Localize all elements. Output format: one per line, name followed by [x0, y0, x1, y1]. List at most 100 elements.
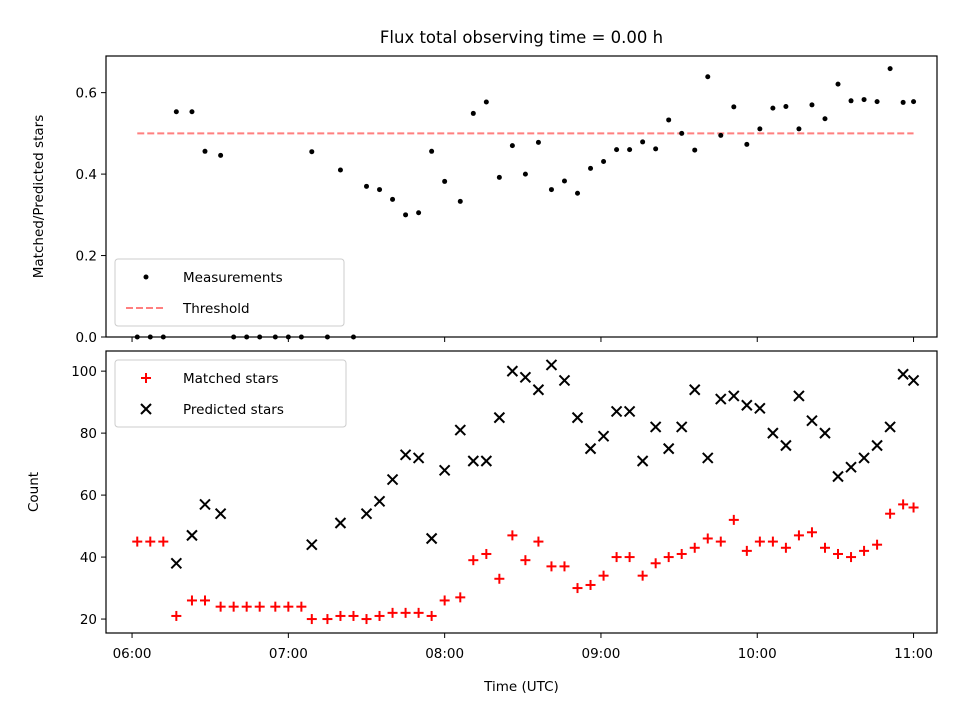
measurement-point — [535, 139, 541, 145]
measurement-point — [627, 147, 633, 153]
measurement-point — [770, 105, 776, 111]
measurement-point — [911, 99, 917, 105]
x-stroke-b — [715, 393, 727, 405]
predicted-star-point — [715, 393, 727, 405]
x-stroke-b — [532, 384, 545, 396]
matched-star-point — [676, 548, 687, 559]
measurement-point — [377, 187, 383, 193]
predicted-star-point — [793, 390, 805, 402]
matched-star-point — [507, 530, 518, 541]
matched-star-point — [132, 536, 143, 547]
predicted-star-point — [438, 464, 451, 477]
x-stroke-b — [214, 507, 227, 520]
predicted-star-point — [467, 455, 480, 467]
measurement-point — [575, 190, 581, 196]
x-stroke-b — [558, 374, 571, 387]
measurement-point — [496, 174, 502, 180]
x-stroke-b — [306, 538, 318, 551]
measurement-point — [561, 178, 567, 184]
measurement-point — [218, 152, 224, 158]
matched-star-point — [413, 607, 424, 618]
predicted-star-point — [425, 532, 438, 545]
predicted-star-point — [806, 415, 818, 427]
x-stroke-b — [767, 427, 779, 439]
matched-star-point — [520, 555, 531, 566]
measurement-point — [783, 103, 789, 109]
x-stroke-b — [636, 455, 649, 467]
legend-label: Measurements — [183, 270, 283, 286]
bottom-y-axis-label: Count — [26, 472, 42, 512]
measurement-point — [887, 66, 893, 72]
x-tick-label: 06:00 — [113, 646, 152, 662]
matched-star-point — [241, 601, 252, 612]
predicted-star-point — [360, 507, 373, 520]
x-stroke-b — [689, 384, 701, 396]
measurement-point — [522, 171, 528, 177]
x-stroke-b — [360, 507, 373, 520]
matched-star-point — [859, 545, 870, 556]
x-stroke-b — [334, 517, 347, 529]
matched-star-point — [885, 508, 896, 519]
predicted-star-point — [767, 427, 779, 439]
x-stroke-b — [597, 430, 610, 442]
measurement-point — [364, 183, 370, 189]
top-y-axis-label: Matched/Predicted stars — [31, 115, 47, 278]
predicted-star-point — [702, 452, 714, 464]
predicted-star-point — [199, 498, 211, 511]
predicted-star-point — [871, 439, 883, 452]
x-stroke-b — [819, 427, 831, 439]
x-axis-label: Time (UTC) — [483, 679, 559, 695]
measurement-point — [309, 149, 315, 155]
x-tick-label: 10:00 — [738, 646, 777, 662]
x-stroke-b — [832, 470, 844, 483]
measurement-point — [429, 148, 435, 154]
x-stroke-b — [741, 399, 753, 411]
top-axes-frame — [105, 55, 938, 338]
measurement-point — [744, 141, 750, 147]
x-stroke-b — [793, 390, 805, 402]
y-tick-label: 0.2 — [76, 249, 97, 265]
measurement-point — [548, 187, 554, 193]
matched-star-point — [572, 583, 583, 594]
legend-dot-marker — [143, 274, 149, 280]
measurement-point — [442, 178, 448, 184]
predicted-star-point — [649, 421, 662, 433]
y-tick-label: 0.4 — [76, 167, 97, 183]
x-tick-label: 11:00 — [894, 646, 933, 662]
matched-star-point — [270, 601, 281, 612]
x-tick-label: 07:00 — [269, 646, 308, 662]
matched-star-point — [728, 514, 739, 525]
matched-star-point — [833, 548, 844, 559]
x-stroke-b — [545, 359, 558, 371]
measurement-point — [861, 97, 867, 103]
matched-star-point — [637, 570, 648, 581]
matched-star-point — [908, 502, 919, 513]
matched-star-point — [322, 614, 333, 625]
matched-star-point — [494, 573, 505, 584]
matched-star-point — [663, 552, 674, 563]
top-plot: 0.0 0.2 0.4 0.6 Matched/Predicted stars Measu… — [31, 55, 938, 346]
matched-star-point — [585, 579, 596, 590]
y-tick-label: 0.0 — [76, 330, 97, 346]
x-stroke-b — [702, 452, 714, 464]
matched-star-point — [145, 536, 156, 547]
matched-star-point — [296, 601, 307, 612]
matched-star-point — [228, 601, 239, 612]
matched-star-point — [171, 610, 182, 621]
predicted-star-point — [480, 455, 493, 467]
matched-star-point — [780, 542, 791, 553]
matched-star-point — [559, 561, 570, 572]
measurement-point — [640, 139, 646, 145]
bottom-plot: 20 40 60 80 100 06:00 07:00 08:00 09:00 10:00 11:0… — [26, 350, 938, 695]
x-stroke-b — [806, 415, 818, 427]
measurement-point — [588, 165, 594, 171]
x-stroke-b — [662, 442, 675, 455]
x-stroke-b — [186, 529, 198, 542]
predicted-star-point — [636, 455, 649, 467]
x-stroke-b — [584, 442, 597, 455]
x-tick-label: 09:00 — [581, 646, 620, 662]
measurement-point — [666, 117, 672, 123]
y-tick-label: 0.6 — [76, 86, 97, 102]
predicted-star-point — [907, 374, 920, 387]
matched-star-point — [611, 552, 622, 563]
